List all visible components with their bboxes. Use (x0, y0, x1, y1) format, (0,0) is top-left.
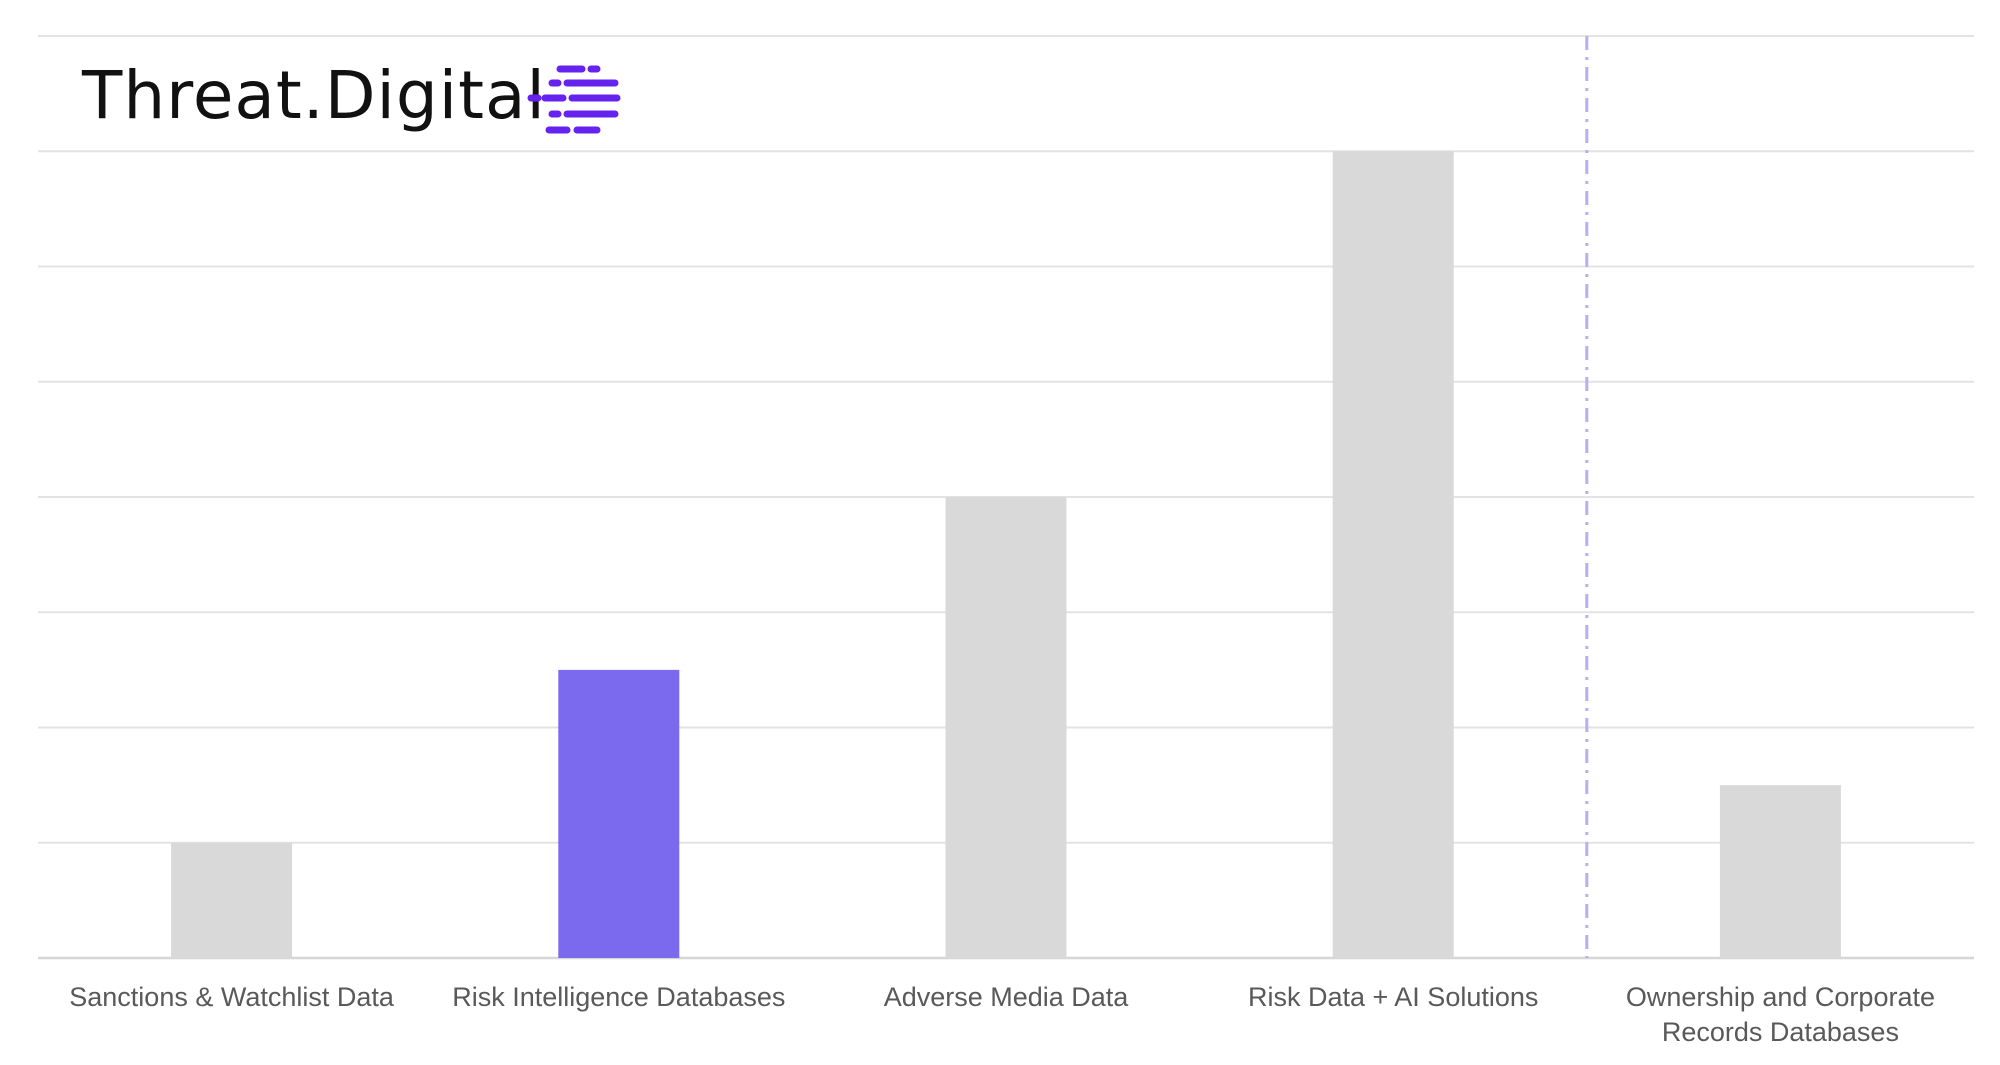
stacked-dash-lines-icon (527, 65, 621, 134)
bar-4 (1332, 151, 1454, 958)
brand-name: Threat.Digital (81, 57, 546, 134)
bars (171, 151, 1841, 958)
category-labels: Sanctions & Watchlist Data Risk Intellige… (69, 982, 1935, 1047)
category-label: Records Databases (1662, 1017, 1899, 1047)
bar-1 (171, 842, 293, 958)
category-label: Ownership and Corporate (1626, 982, 1935, 1012)
category-label: Risk Data + AI Solutions (1248, 982, 1538, 1012)
category-label: Sanctions & Watchlist Data (69, 982, 395, 1012)
category-label: Adverse Media Data (884, 982, 1130, 1012)
category-label: Risk Intelligence Databases (452, 982, 785, 1012)
bar-3 (945, 497, 1067, 958)
brand-logo: Threat.Digital (81, 57, 621, 134)
bar-2 (558, 669, 680, 958)
bar-5 (1719, 785, 1841, 958)
